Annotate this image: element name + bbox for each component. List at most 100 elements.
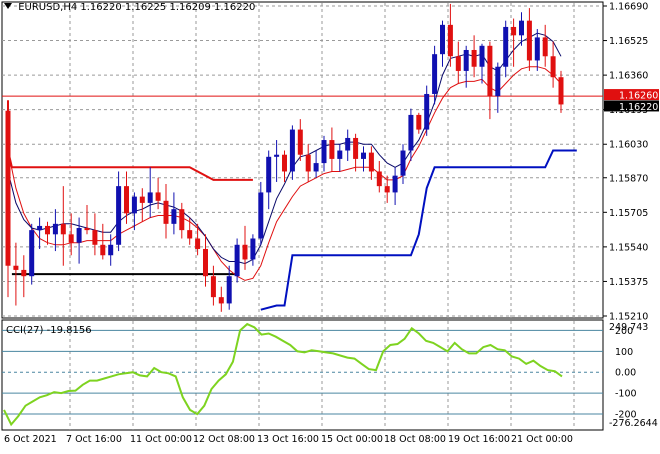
candle-body <box>368 152 374 172</box>
y-tick-label: 1.16360 <box>609 71 648 82</box>
candle-body <box>392 175 398 193</box>
ohlc-readout: 1.16220 1.16225 1.16209 1.16220 <box>80 2 256 13</box>
cci-panel-frame <box>1 319 604 431</box>
candle-body <box>550 56 556 78</box>
candle-body <box>511 26 517 36</box>
symbol-label: EURUSD,H4 <box>18 2 78 13</box>
candle-body <box>400 150 406 176</box>
candle-body <box>305 154 311 172</box>
candle-body <box>455 56 461 71</box>
candle-body <box>337 150 343 159</box>
candle-body <box>100 244 106 256</box>
candle-body <box>84 228 90 231</box>
candle-body <box>479 45 485 67</box>
cci-level-label: -100 <box>615 389 637 400</box>
candle-body <box>187 230 193 239</box>
stop-line-red <box>7 100 253 181</box>
candle-body <box>68 234 74 243</box>
candle-body <box>282 154 287 172</box>
y-tick-label: 1.15705 <box>609 208 648 219</box>
x-tick-label: 13 Oct 16:00 <box>257 434 319 445</box>
candle-body <box>147 192 153 203</box>
candle-body <box>250 238 256 260</box>
price-panel-frame <box>1 1 604 319</box>
candle-body <box>266 156 272 193</box>
x-tick-label: 15 Oct 00:00 <box>321 434 383 445</box>
y-tick-label: 1.15540 <box>609 242 648 253</box>
cci-range-max-label: 249.743 <box>609 322 648 333</box>
candle-body <box>329 140 335 159</box>
candle-body <box>519 20 524 36</box>
x-tick-label: 11 Oct 00:00 <box>130 434 192 445</box>
price-marker-label: 1.16220 <box>619 102 658 113</box>
candle-body <box>558 77 564 105</box>
candle-body <box>313 163 319 172</box>
moving-average-slow <box>7 66 562 281</box>
candle-body <box>376 171 382 187</box>
cci-level-label: -200 <box>615 410 637 421</box>
candle-body <box>131 196 137 214</box>
candle-body <box>203 248 208 277</box>
candle-body <box>242 244 248 260</box>
candle-body <box>384 186 390 193</box>
candle-body <box>234 244 240 277</box>
x-tick-label: 12 Oct 08:00 <box>193 434 255 445</box>
cci-level-label: 100 <box>615 347 633 358</box>
candle-body <box>440 24 445 55</box>
y-tick-label: 1.16525 <box>609 36 648 47</box>
candle-body <box>116 186 122 245</box>
candle-body <box>155 192 161 201</box>
candle-body <box>163 200 169 224</box>
price-marker-label: 1.16260 <box>619 91 658 102</box>
candle-body <box>542 37 548 57</box>
candle-body <box>353 137 359 159</box>
candle-body <box>52 223 58 235</box>
y-tick-label: 1.15870 <box>609 173 648 184</box>
candle-body <box>416 114 422 130</box>
candle-body <box>424 93 430 130</box>
stop-line-blue <box>260 149 577 311</box>
candle-body <box>534 37 540 61</box>
candle-body <box>45 225 50 235</box>
cci-line <box>3 322 563 427</box>
candle-body <box>345 137 351 151</box>
candle-body <box>139 196 145 203</box>
x-tick-label: 18 Oct 08:00 <box>384 434 446 445</box>
candle-body <box>218 297 224 304</box>
candle-body <box>226 276 232 304</box>
candle-body <box>258 192 264 239</box>
price-marker-box <box>604 100 659 112</box>
candle-body <box>171 209 177 224</box>
candle-body <box>526 20 532 61</box>
candle-body <box>21 269 27 277</box>
chart-header: EURUSD,H4 1.16220 1.16225 1.16209 1.1622… <box>4 2 255 13</box>
x-tick-label: 21 Oct 00:00 <box>511 434 573 445</box>
candle-body <box>495 66 501 97</box>
candle-body <box>13 265 19 270</box>
candle-body <box>447 24 453 57</box>
candle-body <box>5 110 11 266</box>
candle-body <box>503 26 509 67</box>
candle-body <box>274 154 280 157</box>
dropdown-triangle-icon[interactable] <box>4 3 12 9</box>
candle-body <box>408 114 414 151</box>
y-tick-label: 1.15375 <box>609 277 648 288</box>
candle-body <box>76 228 82 243</box>
y-tick-label: 1.16690 <box>609 2 648 13</box>
candle-body <box>37 225 43 231</box>
candle-body <box>289 129 295 172</box>
candle-body <box>29 230 35 277</box>
candle-body <box>297 129 303 155</box>
y-tick-label: 1.15210 <box>609 312 648 323</box>
candle-body <box>487 45 493 97</box>
candle-body <box>471 49 477 67</box>
candle-body <box>124 186 129 214</box>
candle-body <box>92 230 98 245</box>
cci-range-min-label: -276.2644 <box>609 418 658 429</box>
candle-body <box>210 276 216 298</box>
x-tick-label: 19 Oct 16:00 <box>448 434 510 445</box>
x-tick-label: 6 Oct 2021 <box>4 434 57 445</box>
candle-body <box>108 244 114 256</box>
